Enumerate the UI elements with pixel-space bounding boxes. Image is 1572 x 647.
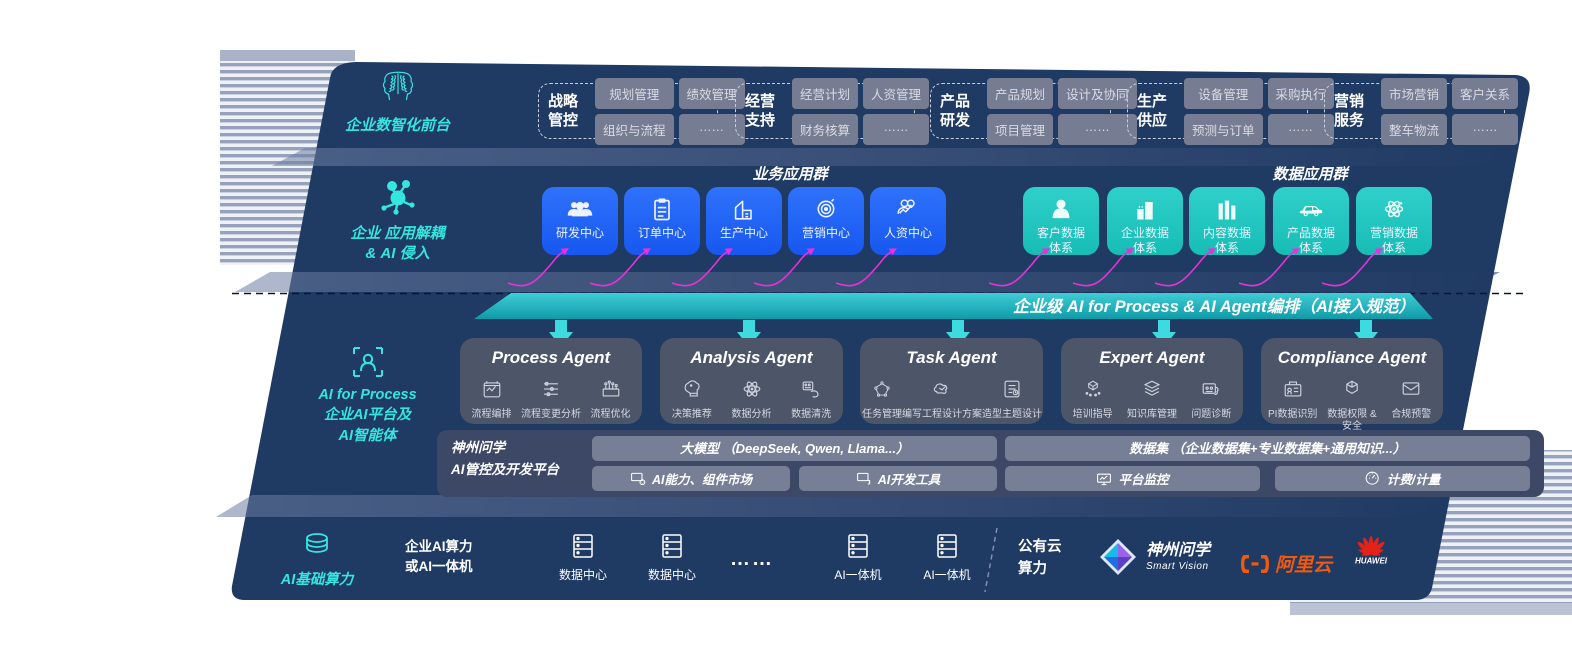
- svg-text:HUAWEI: HUAWEI: [1355, 557, 1388, 566]
